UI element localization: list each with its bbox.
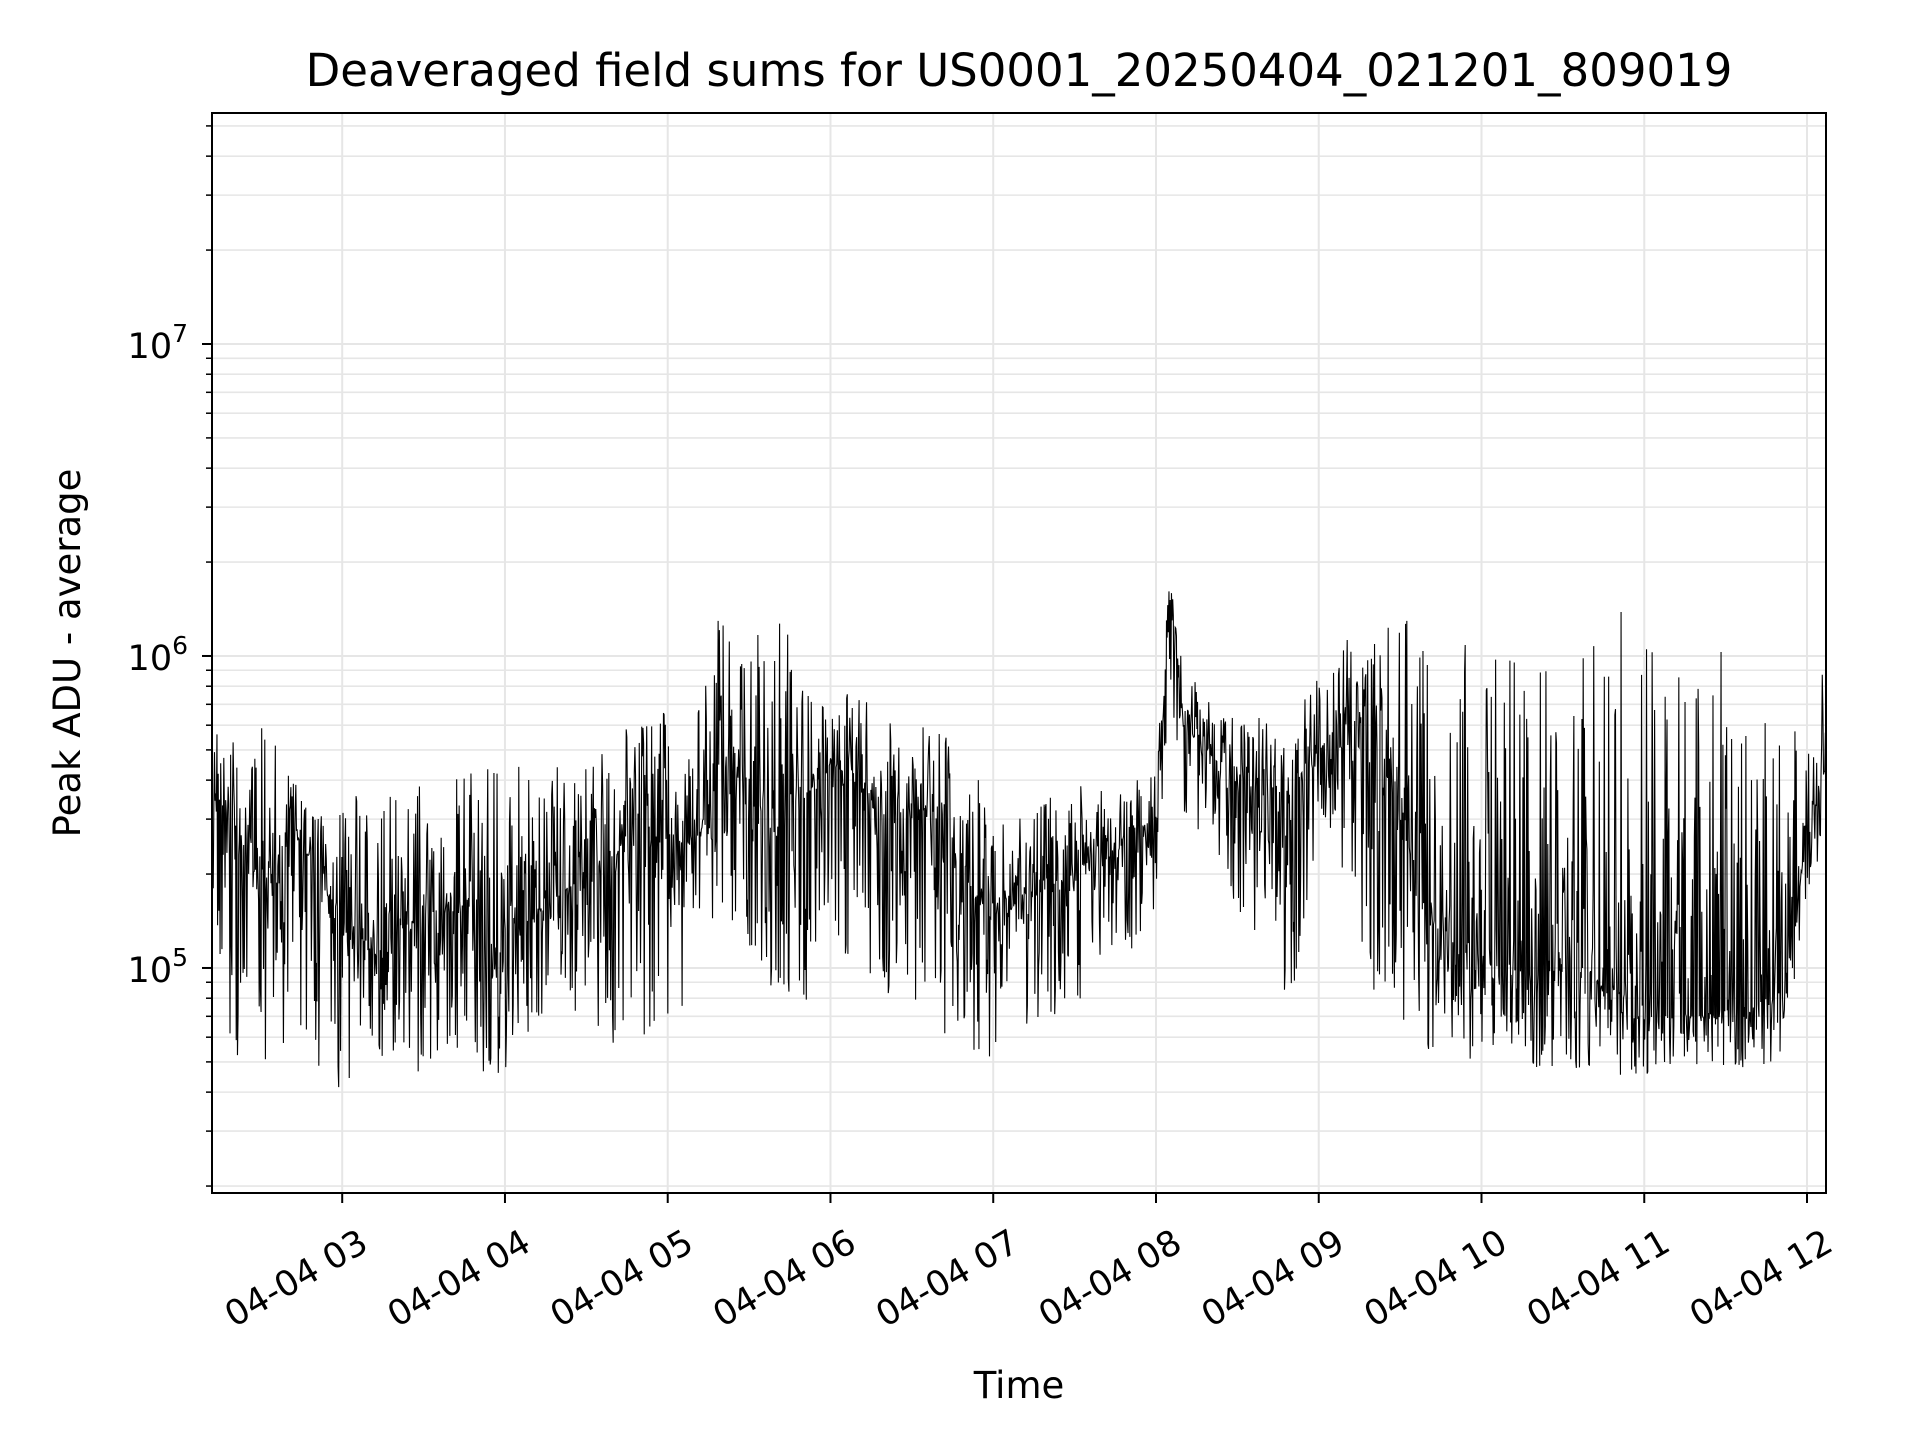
chart-title: Deaveraged field sums for US0001_2025040…: [306, 44, 1733, 97]
y-axis-title: Peak ADU - average: [46, 469, 89, 838]
y-tick-label: 106: [128, 631, 188, 679]
y-tick-exponent: 5: [172, 943, 188, 972]
y-tick-label: 105: [128, 943, 188, 991]
plot-frame: [211, 112, 1827, 1194]
y-tick-exponent: 6: [172, 631, 188, 660]
y-tick-mantissa: 10: [128, 639, 173, 679]
y-tick-label: 107: [128, 319, 188, 367]
data-line: [211, 591, 1827, 1088]
series-line: [211, 591, 1827, 1088]
axis-ticks: [202, 125, 1809, 1203]
y-tick-mantissa: 10: [128, 327, 173, 367]
y-tick-exponent: 7: [172, 319, 188, 348]
y-tick-mantissa: 10: [128, 951, 173, 991]
x-axis-title: Time: [973, 1364, 1065, 1407]
